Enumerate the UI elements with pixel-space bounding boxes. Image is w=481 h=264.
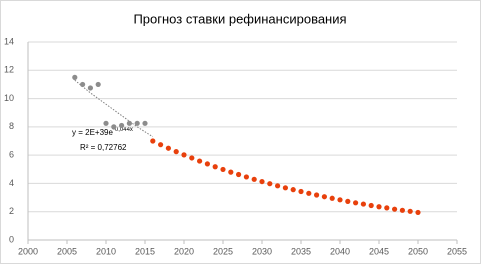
point xyxy=(173,149,179,155)
point xyxy=(376,204,382,210)
point xyxy=(251,176,257,182)
chart-title: Прогноз ставки рефинансирования xyxy=(133,11,346,26)
y-tick-label: 10 xyxy=(4,93,14,103)
y-tick-label: 4 xyxy=(9,178,14,188)
point xyxy=(337,197,343,203)
trendline xyxy=(74,79,154,138)
point xyxy=(306,190,312,196)
y-tick-label: 12 xyxy=(4,65,14,75)
y-tick-label: 0 xyxy=(9,234,14,244)
point xyxy=(165,145,171,151)
point xyxy=(80,81,86,88)
point xyxy=(392,206,398,212)
point xyxy=(87,85,93,91)
point xyxy=(111,124,117,130)
point xyxy=(119,122,125,129)
point xyxy=(103,120,109,126)
point xyxy=(384,205,390,211)
trend-equation: y = 2E+39e-0,044x xyxy=(72,127,133,138)
point xyxy=(134,120,140,126)
point xyxy=(158,142,164,148)
x-tick-label: 2040 xyxy=(330,246,350,256)
point xyxy=(243,174,249,180)
x-tick-label: 2035 xyxy=(291,246,311,256)
point xyxy=(298,188,304,195)
y-tick-label: 2 xyxy=(9,206,14,216)
point xyxy=(360,201,366,207)
x-tick-label: 2005 xyxy=(57,246,77,256)
point xyxy=(314,192,320,198)
x-tick-label: 2050 xyxy=(408,246,428,256)
y-tick-label: 14 xyxy=(4,36,14,46)
x-tick-label: 2020 xyxy=(174,246,194,256)
point xyxy=(415,209,421,216)
point xyxy=(321,194,327,200)
x-tick-label: 2000 xyxy=(18,246,38,256)
x-tick-label: 2045 xyxy=(369,246,389,256)
point xyxy=(95,81,101,88)
r-squared: R² = 0,72762 xyxy=(80,143,127,152)
point xyxy=(329,195,335,201)
point xyxy=(212,164,218,170)
point xyxy=(142,120,148,126)
point xyxy=(228,169,234,175)
x-tick-label: 2010 xyxy=(96,246,116,256)
x-tick-label: 2025 xyxy=(213,246,233,256)
point xyxy=(181,152,187,158)
point xyxy=(220,166,226,173)
point xyxy=(189,155,195,161)
point xyxy=(150,138,156,144)
point xyxy=(345,198,351,204)
x-tick-label: 2030 xyxy=(252,246,272,256)
point xyxy=(197,158,203,164)
point xyxy=(275,183,281,189)
point xyxy=(204,161,210,167)
point xyxy=(407,208,413,214)
point xyxy=(353,200,359,206)
x-tick-label: 2055 xyxy=(447,246,467,256)
point xyxy=(126,120,132,126)
x-tick-label: 2015 xyxy=(135,246,155,256)
point xyxy=(399,207,405,213)
point xyxy=(267,181,273,187)
y-tick-label: 8 xyxy=(9,121,14,131)
point xyxy=(259,178,265,185)
point xyxy=(368,202,374,209)
point xyxy=(236,171,242,178)
point xyxy=(290,187,296,193)
point xyxy=(282,185,288,191)
y-tick-label: 6 xyxy=(9,150,14,160)
point xyxy=(72,74,78,80)
